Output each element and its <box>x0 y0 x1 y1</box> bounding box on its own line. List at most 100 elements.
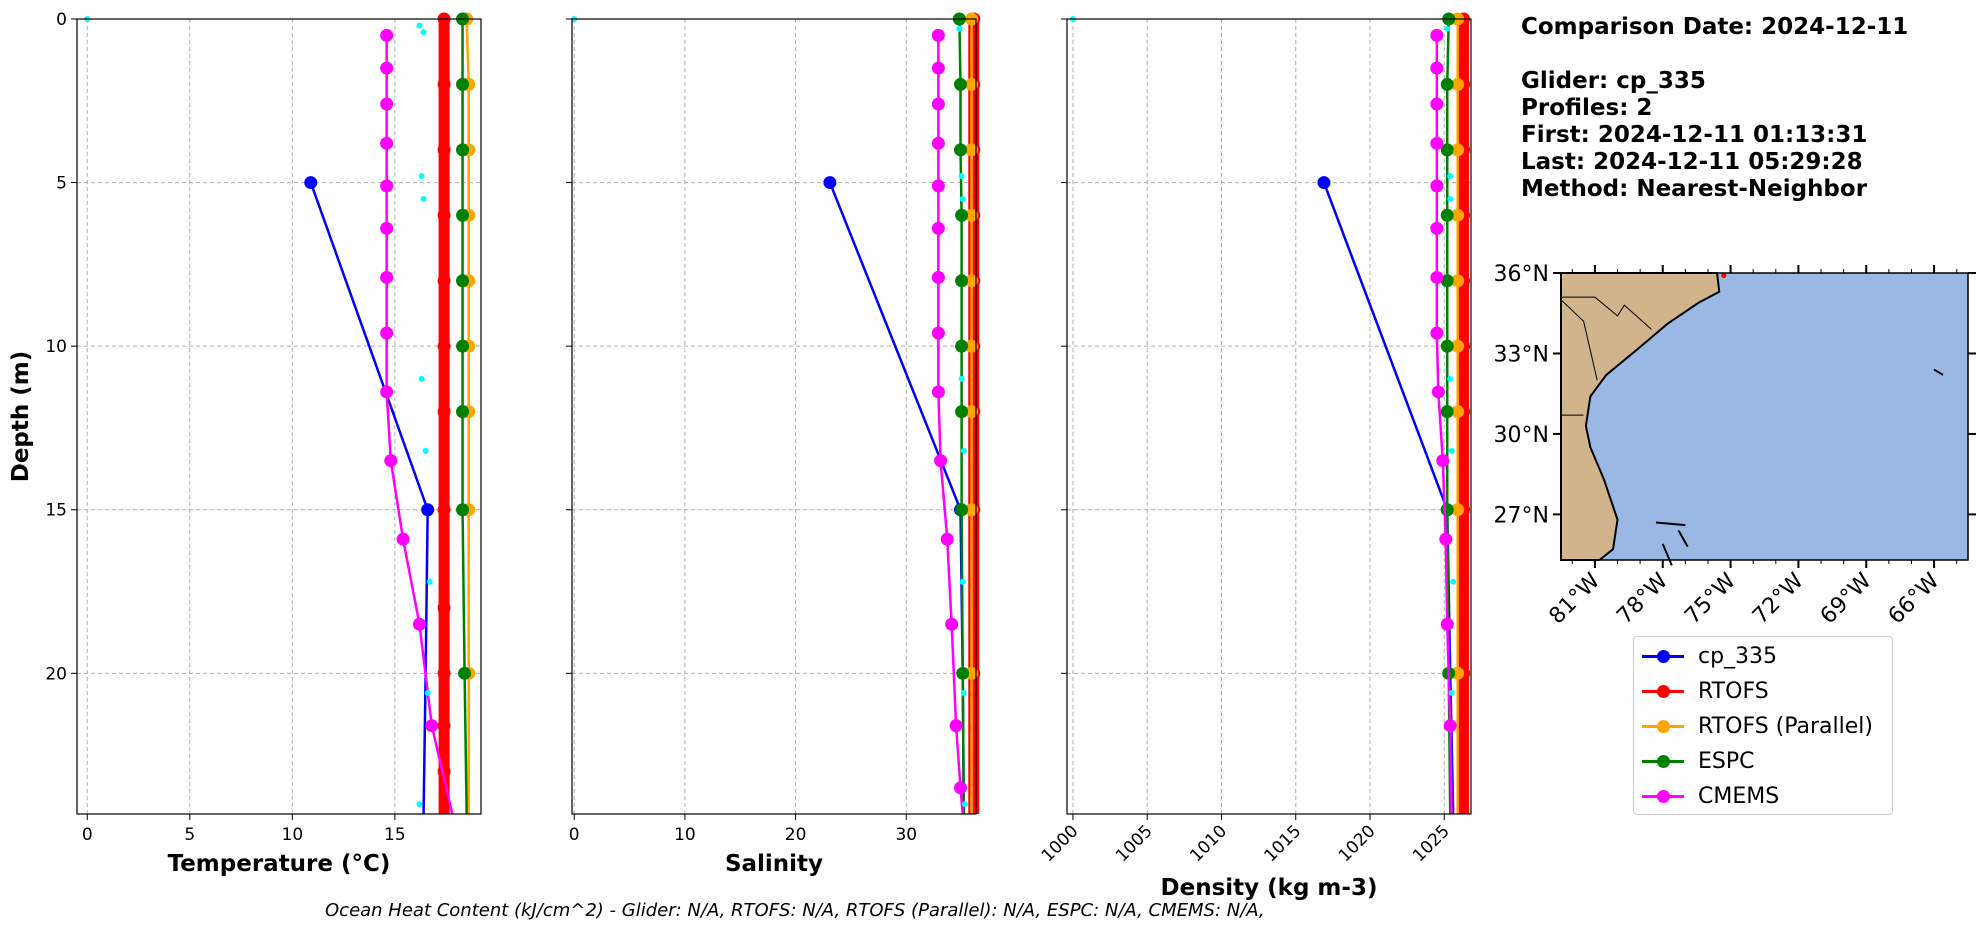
map-lon-label: 75°W <box>1680 568 1741 629</box>
legend-label: CMEMS <box>1698 783 1780 809</box>
x-tick-label: 10 <box>674 825 696 845</box>
method: Method: Nearest-Neighbor <box>1521 176 1868 202</box>
data-point <box>931 179 945 193</box>
data-point <box>931 97 945 111</box>
data-point <box>456 339 470 353</box>
data-point <box>421 503 435 517</box>
data-point-glider-raw <box>416 22 423 29</box>
data-point <box>380 28 394 42</box>
last-time: Last: 2024-12-11 05:29:28 <box>1521 149 1863 175</box>
plot-frame <box>1066 18 1472 815</box>
data-point <box>955 208 969 222</box>
data-point <box>425 719 439 733</box>
data-point <box>931 28 945 42</box>
data-point <box>437 503 451 517</box>
data-point <box>437 143 451 157</box>
x-tick-label: 30 <box>895 825 917 845</box>
data-point <box>955 405 969 419</box>
x-axis-label: Temperature (°C) <box>168 851 391 877</box>
x-tick-label: 1025 <box>1409 821 1454 866</box>
glider-location-marker <box>1721 273 1727 279</box>
data-point-glider-raw <box>1448 689 1455 696</box>
data-point <box>1451 77 1465 91</box>
plot-frame <box>571 18 977 815</box>
data-point <box>437 339 451 353</box>
data-point-glider-raw <box>1450 578 1457 585</box>
legend-item-cp335: cp_335 <box>1640 642 1777 670</box>
data-point <box>965 405 979 419</box>
data-point <box>956 666 970 680</box>
data-point <box>458 666 472 680</box>
data-point <box>1436 454 1450 468</box>
map-land <box>1560 272 1721 561</box>
series-line-cp-335 <box>309 182 429 511</box>
x-tick-label: 1005 <box>1112 821 1157 866</box>
data-point <box>931 136 945 150</box>
data-point <box>380 136 394 150</box>
data-point-glider-raw <box>420 29 427 36</box>
legend-swatch <box>1640 747 1686 775</box>
legend-swatch <box>1640 712 1686 740</box>
data-point <box>380 270 394 284</box>
data-point <box>934 454 948 468</box>
data-point-glider-raw <box>961 801 968 808</box>
series-line-cp-335 <box>1322 182 1449 511</box>
comparison-date: Comparison Date: 2024-12-11 <box>1521 14 1909 40</box>
x-tick-label: 20 <box>785 825 807 845</box>
series-line-rtofs-parallel- <box>465 18 470 814</box>
x-axis-label: Density (kg m-3) <box>1161 875 1378 901</box>
data-point <box>1440 274 1454 288</box>
first-time: First: 2024-12-11 01:13:31 <box>1521 122 1868 148</box>
data-point-glider-raw <box>1447 195 1454 202</box>
data-point <box>1451 503 1465 517</box>
state-border <box>1561 296 1652 330</box>
data-point <box>456 405 470 419</box>
x-tick-label: 1000 <box>1038 821 1083 866</box>
data-point <box>931 221 945 235</box>
map-lon-label: 72°W <box>1748 568 1809 629</box>
data-point <box>380 385 394 399</box>
data-point <box>437 719 451 733</box>
data-point <box>940 532 954 546</box>
plot-frame <box>76 18 482 815</box>
map-lon-label: 81°W <box>1545 568 1606 629</box>
data-point <box>1443 719 1457 733</box>
legend-label: cp_335 <box>1698 643 1778 669</box>
data-point <box>1430 326 1444 340</box>
x-axis-label: Salinity <box>725 851 823 877</box>
data-point <box>965 208 979 222</box>
legend-label: RTOFS <box>1698 678 1769 704</box>
map-lon-label: 66°W <box>1884 568 1945 629</box>
map-lat-label: 30°N <box>1494 423 1549 448</box>
data-point <box>456 143 470 157</box>
y-tick-label: 15 <box>45 501 67 521</box>
data-point <box>1430 136 1444 150</box>
legend-label: ESPC <box>1698 748 1755 774</box>
series-line-cmems <box>1435 35 1453 815</box>
legend-swatch <box>1640 642 1686 670</box>
data-point <box>965 503 979 517</box>
x-tick-label: 5 <box>184 825 195 845</box>
data-point-glider-raw <box>1447 173 1454 180</box>
data-point <box>437 77 451 91</box>
data-point <box>1430 179 1444 193</box>
ohc-footer: Ocean Heat Content (kJ/cm^2) - Glider: N… <box>325 900 1265 921</box>
data-point <box>1430 97 1444 111</box>
data-point <box>965 143 979 157</box>
series-line-espc <box>1445 18 1452 815</box>
x-tick-label: 0 <box>569 825 580 845</box>
data-point <box>965 339 979 353</box>
island-outline <box>1933 368 1944 376</box>
chart-panel-3: 1000 1005 1010 1015 1020 1025 Density (kg m-3) <box>1038 12 1472 901</box>
data-point <box>965 274 979 288</box>
chart-panel-1: 0 5 10 15 0 5 10 15 20 Temperature (°C) Depth (m) <box>8 10 482 877</box>
data-point <box>1430 270 1444 284</box>
profile-count: Profiles: 2 <box>1521 95 1653 121</box>
data-point <box>1317 176 1331 190</box>
island-outline <box>1655 521 1686 527</box>
data-point-glider-raw <box>418 173 425 180</box>
data-point <box>380 179 394 193</box>
data-point <box>954 77 968 91</box>
data-point <box>1440 77 1454 91</box>
data-point <box>949 719 963 733</box>
